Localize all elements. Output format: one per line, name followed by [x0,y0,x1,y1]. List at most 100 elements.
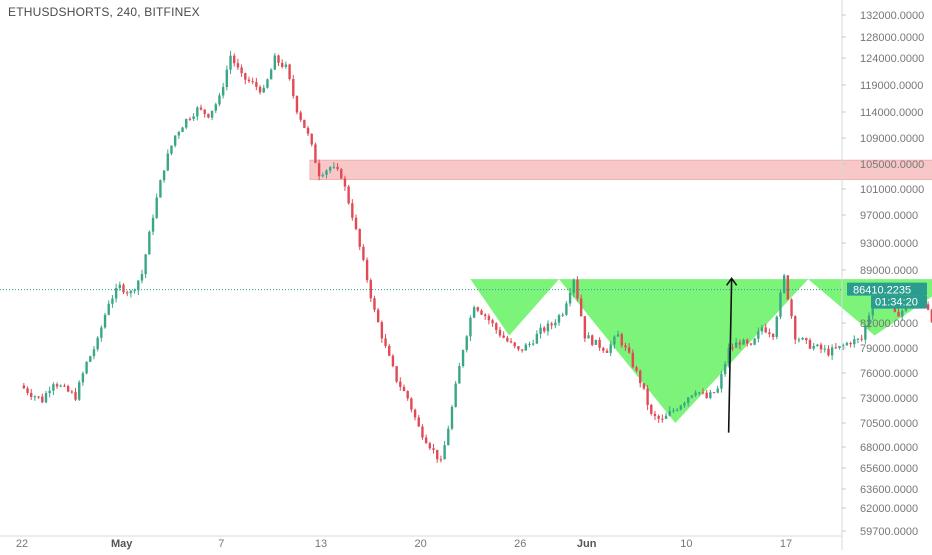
candle-body [125,292,129,294]
candle-body [794,316,797,340]
price-tick-label: 109000.0000 [860,133,924,145]
candle-body [602,347,605,351]
candle-body [70,391,74,393]
candle-body [148,231,151,255]
candle-body [816,344,819,346]
time-tick-label: May [111,538,133,550]
resistance-zone[interactable] [309,159,932,180]
candle-body [196,107,199,117]
candle-body [454,383,457,407]
candle-body [727,347,730,365]
candle-body [284,64,288,67]
price-tick-label: 114000.0000 [860,107,923,119]
candle-body [568,292,572,304]
candle-body [277,55,280,63]
candle-body [66,386,70,392]
candle-body [321,174,325,177]
time-tick-label: 17 [780,538,792,550]
candle-body [85,361,88,374]
candle-body [439,459,443,461]
candle-body [247,79,251,82]
candle-body [524,344,527,351]
candle-body [44,393,48,403]
candle-body [731,347,734,349]
head-triangle[interactable] [559,279,809,423]
candle-body [897,311,900,317]
symbol-title: ETHUSDSHORTS, 240, BITFINEX [8,5,200,19]
price-tick-label: 119000.0000 [860,80,923,92]
candle-body [144,254,147,275]
candle-body [764,327,767,333]
candle-body [233,55,236,64]
candle-body [734,342,738,348]
candle-body [450,406,454,429]
candle-body [258,86,262,93]
candle-body [768,332,771,335]
price-tick-label: 63600.0000 [860,484,918,496]
candle-body [380,322,384,339]
candle-body [709,392,712,398]
candle-body [395,366,398,382]
candle-body [281,62,284,67]
candle-body [753,338,756,345]
candle-body [661,418,664,420]
price-tick-label: 59700.0000 [860,526,918,538]
candle-body [273,55,277,70]
candle-body [853,339,856,345]
left-shoulder-triangle[interactable] [470,279,560,336]
candle-body [262,87,265,93]
candle-body [295,96,299,113]
candle-body [827,348,830,356]
candle-body [244,73,247,80]
candle-body [506,337,509,342]
candle-body [111,298,114,304]
trend-arrow-head-1[interactable] [725,276,738,286]
candle-body [738,342,742,345]
candle-body [388,345,391,356]
candle-body [513,342,516,347]
candle-body [864,325,867,340]
candle-body [332,166,336,168]
candle-body [229,55,232,70]
candle-body [166,153,169,171]
candle-body [465,336,468,351]
candle-body [325,170,328,175]
time-tick-label: 26 [514,538,526,550]
candle-body [838,345,841,348]
candle-body [487,316,491,321]
candle-body [860,338,863,340]
price-tick-label: 62000.0000 [860,503,918,515]
price-tick-label: 73000.0000 [860,393,918,405]
candle-body [199,107,203,110]
candle-body [539,327,542,334]
candle-body [557,315,561,323]
candle-body [867,315,871,326]
candle-body [447,428,450,446]
candle-body [605,350,609,353]
candle-body [26,388,29,393]
candle-body [89,356,92,362]
candle-body [30,392,33,397]
candle-body [550,323,553,326]
price-tick-label: 70500.0000 [860,418,918,430]
candle-body [554,322,557,326]
candle-body [723,364,727,375]
candle-body [207,113,210,118]
candle-body [823,348,826,350]
candle-body [609,344,612,353]
candle-body [188,118,192,120]
candle-body [801,338,804,340]
candle-body [635,367,638,371]
candle-body [646,388,649,405]
candle-body [203,109,206,114]
candle-body [358,229,361,247]
candle-body [41,396,44,403]
candle-body [52,384,55,391]
trend-arrow-line-1[interactable] [727,278,733,433]
candle-body [336,166,339,170]
candle-body [856,338,860,340]
candle-body [155,197,158,218]
candle-body [137,280,140,291]
